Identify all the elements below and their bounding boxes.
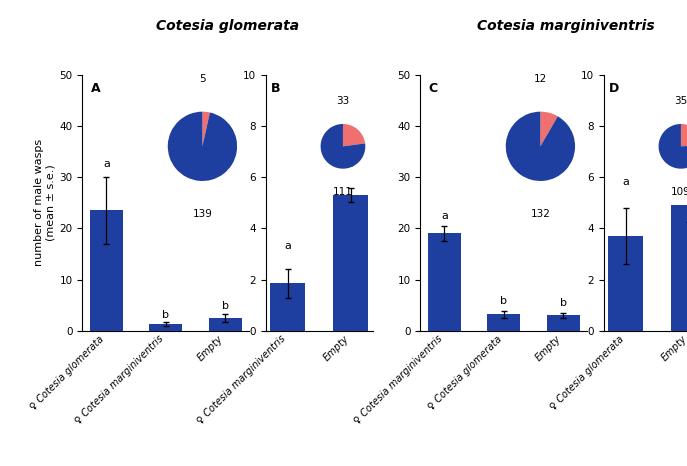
Text: Cotesia glomerata: Cotesia glomerata (156, 19, 300, 33)
Wedge shape (506, 112, 575, 181)
Text: Cotesia marginiventris: Cotesia marginiventris (477, 19, 655, 33)
Text: D: D (609, 82, 619, 95)
Bar (547, 315, 580, 331)
Text: b: b (222, 302, 229, 311)
Text: a: a (622, 178, 629, 187)
Text: 12: 12 (534, 74, 547, 84)
Text: 139: 139 (192, 209, 212, 219)
Text: a: a (441, 211, 448, 221)
Wedge shape (321, 124, 365, 169)
Wedge shape (203, 112, 210, 146)
Bar (150, 324, 182, 331)
Text: b: b (500, 296, 507, 306)
Wedge shape (681, 124, 687, 146)
Text: b: b (348, 159, 354, 169)
Wedge shape (541, 112, 558, 146)
Text: 35: 35 (675, 96, 687, 106)
Bar (671, 205, 687, 331)
Text: 5: 5 (199, 74, 205, 84)
Text: a: a (284, 241, 291, 252)
Bar (487, 315, 520, 331)
Text: 33: 33 (337, 96, 350, 106)
Bar (209, 318, 242, 331)
Text: a: a (103, 159, 110, 169)
Text: 111: 111 (333, 186, 353, 197)
Bar (90, 211, 123, 331)
Text: a: a (686, 159, 687, 169)
Text: b: b (162, 309, 169, 320)
Bar (609, 236, 643, 331)
Text: C: C (429, 82, 438, 95)
Text: 132: 132 (530, 209, 550, 219)
Bar (428, 233, 461, 331)
Wedge shape (343, 124, 365, 146)
Text: B: B (271, 82, 280, 95)
Wedge shape (659, 124, 687, 169)
Text: 109: 109 (671, 186, 687, 197)
Y-axis label: number of male wasps
(mean ± s.e.): number of male wasps (mean ± s.e.) (34, 139, 56, 266)
Text: b: b (560, 298, 567, 308)
Bar (271, 283, 305, 331)
Bar (333, 195, 368, 331)
Wedge shape (168, 112, 237, 181)
Text: A: A (91, 82, 100, 95)
